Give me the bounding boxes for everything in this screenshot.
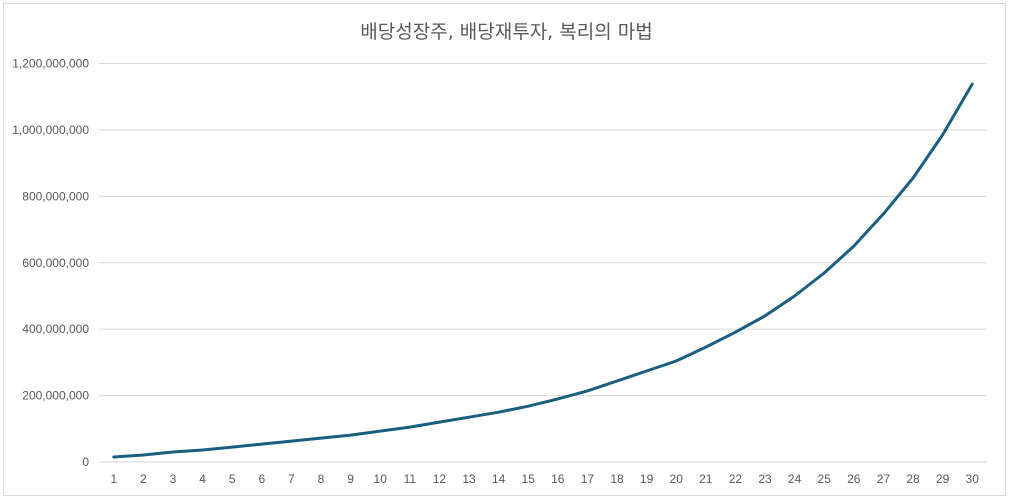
y-tick-label: 400,000,000	[22, 322, 89, 336]
x-tick-label: 10	[374, 472, 388, 486]
x-tick-label: 30	[966, 472, 980, 486]
x-tick-label: 1	[110, 472, 117, 486]
x-tick-label: 23	[758, 472, 772, 486]
x-tick-label: 26	[847, 472, 861, 486]
x-tick-label: 21	[699, 472, 713, 486]
y-tick-label: 800,000,000	[22, 189, 89, 203]
y-tick-label: 1,000,000,000	[12, 123, 89, 137]
x-tick-label: 2	[140, 472, 147, 486]
chart-title: 배당성장주, 배당재투자, 복리의 마법	[360, 21, 653, 43]
x-tick-label: 27	[877, 472, 891, 486]
y-tick-label: 1,200,000,000	[12, 57, 89, 71]
x-tick-label: 22	[729, 472, 743, 486]
chart-frame	[3, 3, 1006, 496]
x-tick-label: 16	[551, 472, 565, 486]
series-line	[112, 82, 974, 459]
y-tick-label: 0	[82, 455, 89, 469]
x-tick-label: 20	[670, 472, 684, 486]
y-tick-label: 200,000,000	[22, 389, 89, 403]
x-tick-label: 7	[288, 472, 295, 486]
x-tick-label: 12	[433, 472, 447, 486]
x-tick-label: 17	[581, 472, 595, 486]
x-tick-label: 29	[936, 472, 950, 486]
x-tick-label: 8	[318, 472, 325, 486]
x-tick-label: 25	[818, 472, 832, 486]
x-tick-label: 15	[522, 472, 536, 486]
x-tick-label: 5	[229, 472, 236, 486]
x-tick-label: 19	[640, 472, 654, 486]
x-tick-label: 4	[199, 472, 206, 486]
x-tick-label: 9	[347, 472, 354, 486]
x-tick-label: 13	[462, 472, 476, 486]
x-tick-label: 28	[906, 472, 920, 486]
x-tick-label: 24	[788, 472, 802, 486]
y-tick-label: 600,000,000	[22, 256, 89, 270]
x-tick-label: 3	[170, 472, 177, 486]
x-tick-label: 6	[258, 472, 265, 486]
x-tick-label: 11	[404, 472, 417, 486]
x-tick-label: 14	[492, 472, 506, 486]
x-tick-label: 18	[610, 472, 624, 486]
